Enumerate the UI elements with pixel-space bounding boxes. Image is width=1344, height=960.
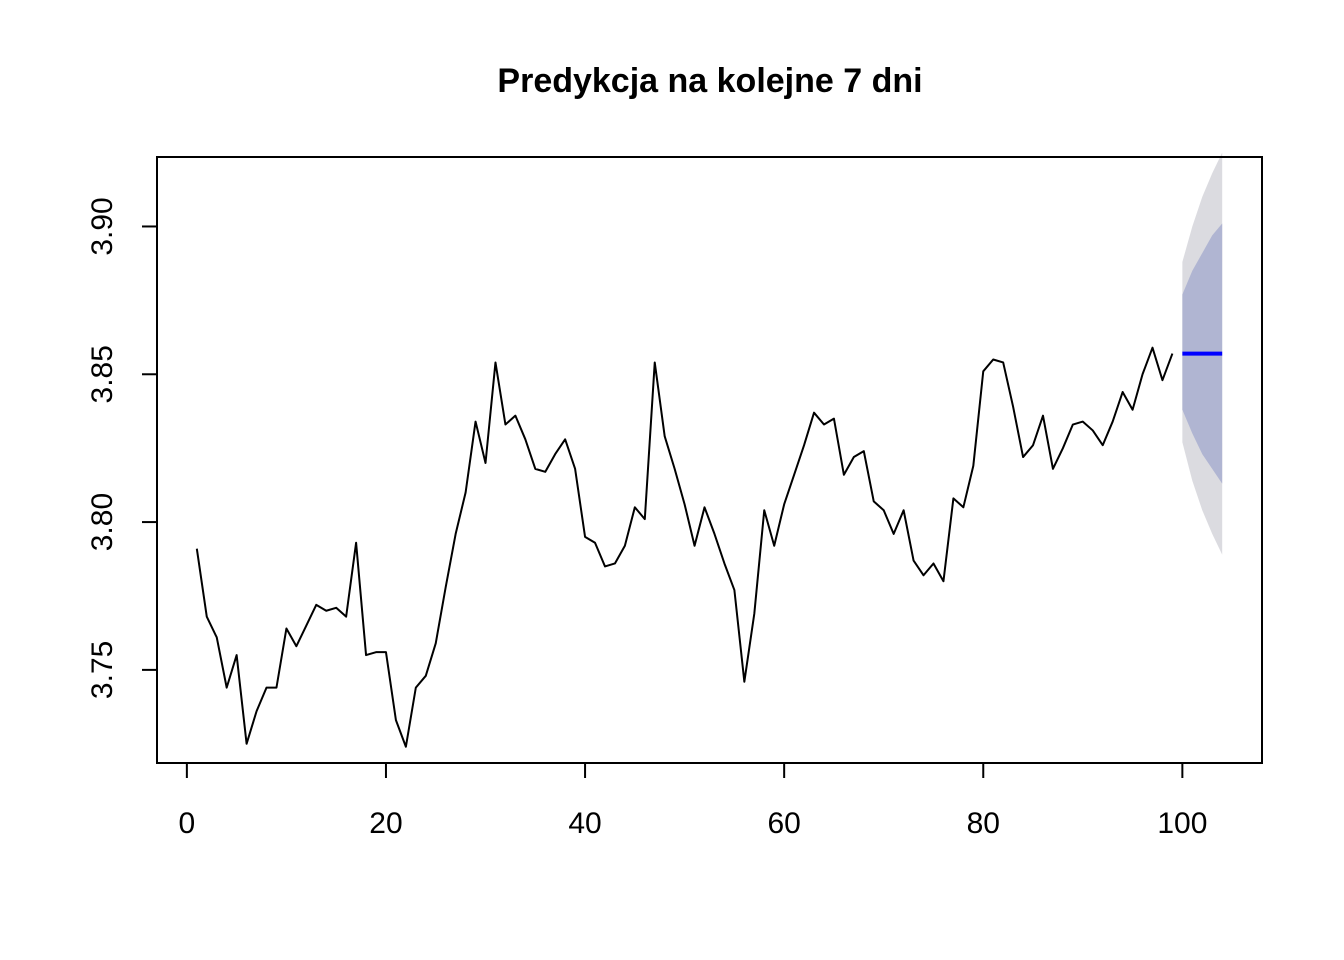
x-tick-label: 60: [767, 807, 800, 840]
y-axis: 3.75 3.80 3.85 3.90: [86, 197, 158, 699]
x-tick-label: 80: [967, 807, 1000, 840]
series-lines: [195, 346, 1223, 748]
y-tick-label: 3.75: [86, 641, 119, 699]
chart-title: Predykcja na kolejne 7 dni: [497, 62, 922, 100]
y-tick-label: 3.90: [86, 197, 119, 255]
observed-series-line: [195, 346, 1174, 748]
x-tick-label: 40: [568, 807, 601, 840]
x-tick-label: 20: [369, 807, 402, 840]
x-axis: 0 20 40 60 80 100: [179, 762, 1207, 840]
x-tick-label: 100: [1157, 807, 1207, 840]
y-tick-label: 3.80: [86, 493, 119, 551]
x-tick-label: 0: [179, 807, 196, 840]
y-tick-label: 3.85: [86, 345, 119, 403]
plot-frame: [156, 156, 1263, 764]
